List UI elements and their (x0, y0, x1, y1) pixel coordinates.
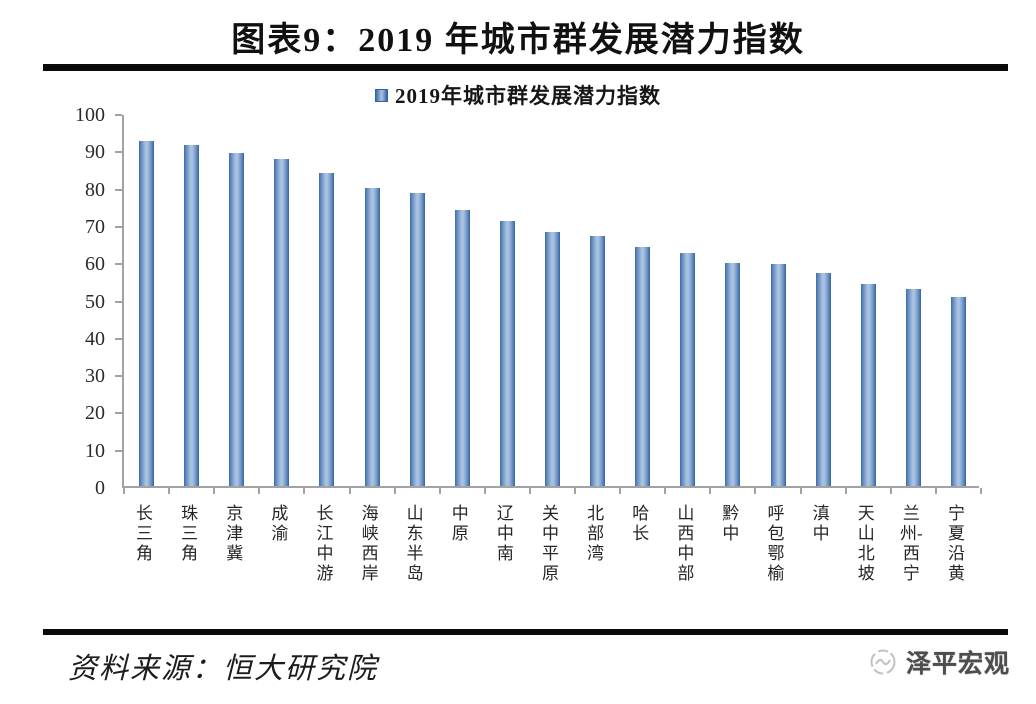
x-tick-label: 中原 (451, 504, 469, 543)
bar (184, 145, 200, 486)
y-tick-mark (115, 263, 122, 266)
x-tick-label: 天山北坡 (857, 504, 875, 583)
y-axis-labels: 0 10 20 30 40 50 60 70 80 90 100 (0, 104, 105, 499)
x-tick-label: 滇中 (812, 504, 830, 543)
y-tick-label: 60 (85, 253, 105, 276)
bar (364, 187, 380, 486)
x-tick-mark (348, 488, 351, 494)
bar (635, 246, 651, 486)
legend: 2019年城市群发展潜力指数 (0, 80, 1036, 110)
x-tick-label: 山东半岛 (406, 504, 424, 583)
source-note: 资料来源：恒大研究院 (68, 653, 379, 685)
y-tick-label: 90 (85, 141, 105, 164)
x-tick-mark (574, 488, 577, 494)
x-tick-mark (258, 488, 261, 494)
x-tick-mark (393, 488, 396, 494)
x-tick-label: 长三角 (136, 504, 154, 563)
x-tick-label: 呼包鄂榆 (767, 504, 785, 583)
legend-label: 2019年城市群发展潜力指数 (395, 84, 661, 108)
x-tick-mark (934, 488, 937, 494)
x-tick-mark (123, 488, 125, 494)
x-tick-label: 关中平原 (542, 504, 559, 583)
x-tick-mark (213, 488, 216, 494)
x-tick-label: 海峡西岸 (361, 504, 379, 583)
x-tick-label: 珠三角 (181, 504, 199, 563)
y-tick-mark (115, 114, 122, 116)
x-tick-mark (528, 488, 531, 494)
y-tick-mark (115, 375, 122, 378)
bar (139, 141, 155, 486)
x-tick-mark (799, 488, 802, 494)
x-tick-mark (619, 488, 622, 494)
x-tick-label: 黔中 (722, 504, 740, 543)
bar (950, 297, 966, 486)
y-tick-mark (115, 412, 122, 415)
y-tick-mark (115, 151, 122, 154)
bar (499, 220, 515, 486)
x-tick-mark (709, 488, 712, 494)
x-tick-mark (303, 488, 306, 494)
figure-title: 图表9：2019 年城市群发展潜力指数 (231, 22, 805, 59)
y-tick-mark (115, 188, 122, 191)
bar (680, 253, 696, 486)
x-tick-mark (844, 488, 847, 494)
brand-logo-icon (870, 649, 896, 675)
brand: 泽平宏观 (868, 644, 1010, 680)
bar (229, 152, 245, 486)
x-tick-label: 长江中游 (316, 504, 334, 583)
bottom-divider (43, 629, 1008, 635)
bar (725, 262, 741, 486)
y-tick-mark (115, 225, 122, 228)
y-tick-label: 80 (85, 178, 105, 201)
x-tick-mark (980, 488, 982, 494)
y-tick-label: 70 (85, 215, 105, 238)
x-tick-mark (889, 488, 892, 494)
x-tick-label: 宁夏沿黄 (947, 504, 965, 583)
y-tick-label: 30 (85, 365, 105, 388)
x-tick-label: 京津冀 (226, 504, 244, 563)
y-tick-mark (115, 337, 122, 340)
bar (905, 288, 921, 486)
x-tick-label: 山西中部 (677, 504, 695, 583)
x-tick-mark (483, 488, 486, 494)
x-tick-mark (438, 488, 441, 494)
x-tick-mark (168, 488, 171, 494)
y-tick-mark (115, 449, 122, 452)
bar (590, 236, 606, 486)
x-tick-label: 成渝 (271, 504, 289, 543)
plot-area (115, 114, 982, 494)
y-tick-label: 20 (85, 402, 105, 425)
x-tick-mark (754, 488, 757, 494)
y-tick-label: 100 (75, 104, 105, 126)
bar (815, 272, 831, 486)
bar (409, 192, 425, 486)
legend-marker (375, 88, 388, 102)
bar (319, 172, 335, 486)
y-tick-label: 10 (85, 439, 105, 462)
x-tick-mark (664, 488, 667, 494)
x-tick-label: 兰州- 西宁 (899, 504, 923, 583)
bar (545, 232, 560, 486)
x-tick-label: 哈长 (632, 504, 650, 543)
y-tick-label: 50 (85, 290, 105, 313)
y-tick-label: 40 (85, 327, 105, 350)
brand-name: 泽平宏观 (905, 651, 1010, 678)
bar (770, 264, 786, 486)
x-axis-labels: 长三角 珠三角 京津冀 成渝 长江中游 海峡西岸 山东半岛 中原 辽中南 关中平原 北部湾 哈长 山西中… (122, 504, 979, 629)
bar (860, 284, 876, 486)
x-tick-label: 北部湾 (587, 504, 605, 563)
top-divider (43, 64, 1008, 71)
x-tick-label: 辽中南 (496, 504, 514, 563)
y-tick-mark (115, 300, 122, 303)
bar (454, 209, 470, 486)
y-tick-label: 0 (95, 477, 105, 499)
bar (274, 158, 290, 486)
